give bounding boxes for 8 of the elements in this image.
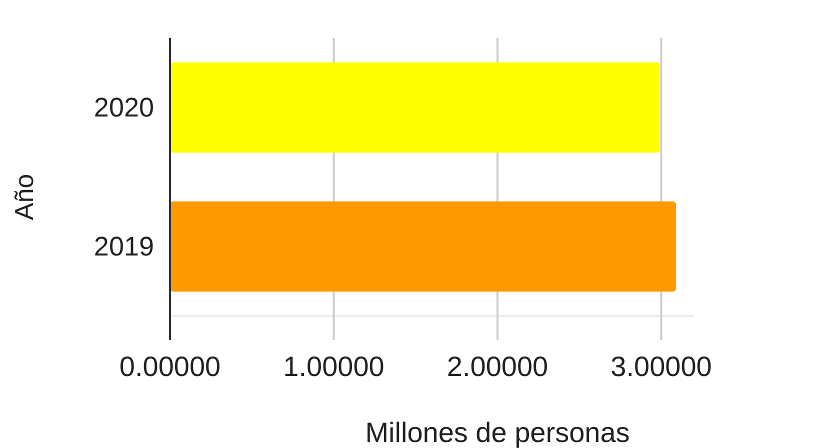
y-tick-label: 2019 [94,232,154,262]
x-axis-title: Millones de personas [365,417,630,448]
x-tick-label: 0.00000 [119,351,221,382]
y-axis-title: Año [9,174,39,220]
x-tick-label: 1.00000 [283,351,384,382]
y-tick-label: 2020 [94,92,154,122]
x-tick-label: 2.00000 [446,351,548,382]
x-tick-label: 3.00000 [610,351,712,382]
